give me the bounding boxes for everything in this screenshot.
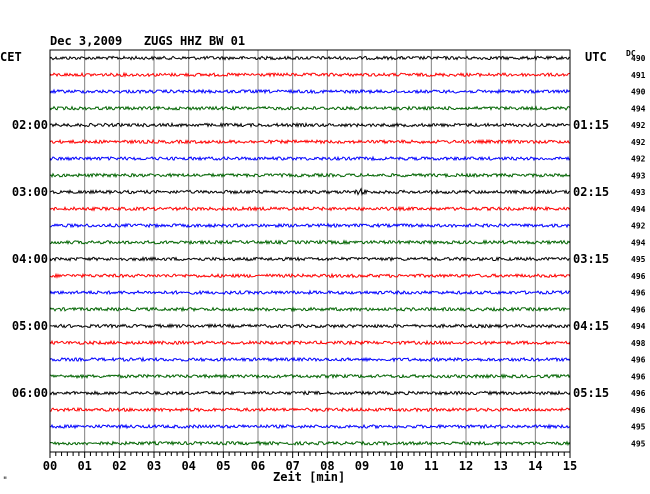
- trace-9: [49, 187, 571, 197]
- x-tick-label: 08: [320, 459, 334, 473]
- trace-21: [49, 390, 571, 396]
- dc-value: 495: [631, 439, 646, 448]
- trace-17: [49, 323, 571, 329]
- label-group: 02:00 03:00 04:00 05:00 06:00 01:15 02:15 03:15…: [12, 54, 646, 448]
- dc-value: 490: [631, 54, 646, 63]
- trace-18: [49, 339, 571, 346]
- trace-23: [49, 423, 571, 430]
- trace-16: [49, 306, 571, 313]
- x-tick-label: 09: [355, 459, 369, 473]
- dc-column-label: DC: [626, 49, 636, 58]
- dc-value: 493: [631, 171, 646, 180]
- trace-14: [49, 272, 571, 279]
- dc-value: 490: [631, 88, 646, 97]
- right-hour-label: 04:15: [573, 319, 609, 333]
- x-tick-label: 12: [459, 459, 473, 473]
- left-hour-label: 06:00: [12, 386, 48, 400]
- x-tick-label: 13: [493, 459, 507, 473]
- trace-24: [49, 440, 571, 447]
- dc-value: 492: [631, 121, 646, 130]
- dc-value: 496: [631, 272, 646, 281]
- x-tick-label: 06: [251, 459, 265, 473]
- right-hour-label: 02:15: [573, 185, 609, 199]
- x-tick-label: 03: [147, 459, 161, 473]
- dc-value: 492: [631, 155, 646, 164]
- left-timezone-label: CET: [0, 50, 22, 64]
- x-tick-label: 00: [43, 459, 57, 473]
- left-hour-label: 03:00: [12, 185, 48, 199]
- x-axis-label: Zeit [min]: [273, 470, 346, 484]
- trace-8: [49, 172, 571, 179]
- x-tick-label: 10: [389, 459, 403, 473]
- left-hour-label: 05:00: [12, 319, 48, 333]
- chart-grid: [84, 50, 536, 452]
- dc-value: 496: [631, 406, 646, 415]
- dc-value: 496: [631, 372, 646, 381]
- x-tick-label: 15: [563, 459, 577, 473]
- trace-11: [49, 222, 571, 229]
- x-tick-label: 02: [112, 459, 126, 473]
- trace-7: [49, 155, 571, 162]
- trace-22: [49, 406, 571, 413]
- dc-value: 496: [631, 289, 646, 298]
- x-axis: 00 01 02 03 04 05 06 07 08 09 10 11 12 13 14 15: [43, 451, 577, 473]
- dc-value: 492: [631, 138, 646, 147]
- dc-value: 494: [631, 104, 646, 113]
- right-timezone-label: UTC: [585, 50, 607, 64]
- trace-10: [49, 205, 571, 212]
- x-tick-label: 05: [216, 459, 230, 473]
- dc-value: 494: [631, 205, 646, 214]
- footer-mark: ": [3, 476, 8, 486]
- dc-value: 498: [631, 339, 646, 348]
- dc-value: 495: [631, 423, 646, 432]
- right-hour-label: 05:15: [573, 386, 609, 400]
- left-hour-label: 02:00: [12, 118, 48, 132]
- trace-4: [49, 105, 571, 112]
- right-hour-label: 01:15: [573, 118, 609, 132]
- dc-value: 491: [631, 71, 646, 80]
- dc-value: 494: [631, 238, 646, 247]
- trace-6: [49, 138, 571, 145]
- trace-group: [49, 55, 571, 447]
- dc-value: 493: [631, 188, 646, 197]
- trace-12: [49, 239, 571, 246]
- right-hour-label: 03:15: [573, 252, 609, 266]
- trace-15: [49, 289, 571, 296]
- dc-value: 495: [631, 255, 646, 264]
- trace-1: [49, 55, 571, 61]
- chart-title: Dec 3,2009 ZUGS HHZ BW 01: [50, 34, 246, 48]
- trace-20: [49, 373, 571, 380]
- trace-3: [49, 88, 571, 95]
- dc-value: 496: [631, 305, 646, 314]
- dc-value: 492: [631, 222, 646, 231]
- trace-13: [49, 256, 570, 263]
- dc-value: 494: [631, 322, 646, 331]
- x-tick-label: 01: [77, 459, 91, 473]
- trace-2: [49, 71, 571, 78]
- x-tick-label: 14: [528, 459, 542, 473]
- dc-value: 496: [631, 389, 646, 398]
- x-tick-label: 04: [181, 459, 195, 473]
- x-tick-label: 11: [424, 459, 438, 473]
- trace-19: [49, 356, 571, 363]
- trace-5: [49, 121, 571, 129]
- x-tick-label: 07: [285, 459, 299, 473]
- left-hour-label: 04:00: [12, 252, 48, 266]
- dc-value: 496: [631, 356, 646, 365]
